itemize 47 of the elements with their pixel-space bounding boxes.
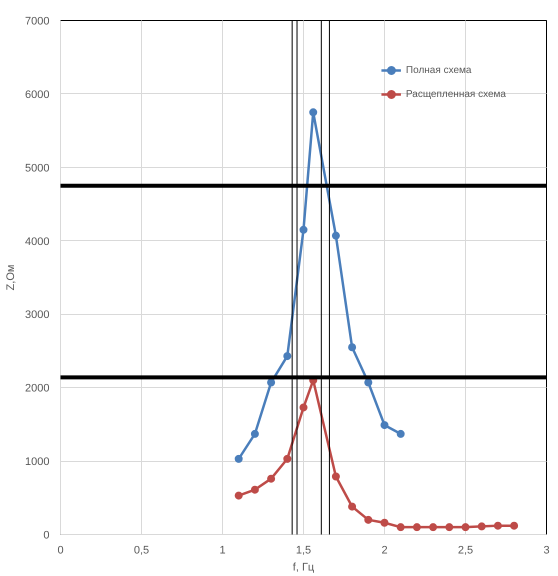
- y-tick-label: 7000: [25, 16, 50, 28]
- point: [510, 522, 518, 530]
- y-tick-label: 4000: [25, 236, 50, 248]
- y-tick-label: 3000: [25, 309, 50, 322]
- point: [250, 430, 259, 438]
- point: [348, 502, 356, 511]
- point: [380, 421, 388, 430]
- point: [234, 454, 243, 463]
- x-tick-label: 3: [543, 544, 550, 556]
- point: [364, 516, 372, 524]
- point: [234, 492, 243, 500]
- legend-label: Полная схема: [406, 64, 472, 76]
- point: [478, 522, 486, 530]
- point: [283, 352, 292, 360]
- y-tick-label: 6000: [25, 88, 50, 101]
- point: [412, 523, 421, 532]
- point: [300, 403, 308, 412]
- point: [494, 522, 502, 530]
- y-tick-label: 5000: [25, 162, 50, 174]
- point: [396, 523, 405, 532]
- point: [348, 343, 356, 352]
- point: [283, 454, 292, 463]
- x-tick-label: 0: [57, 544, 64, 556]
- point: [445, 523, 454, 532]
- legend-label: Расщепленная схема: [406, 88, 506, 100]
- x-tick-label: 0,5: [134, 544, 150, 556]
- y-tick-label: 0: [43, 530, 50, 542]
- y-tick-label: 1000: [25, 456, 50, 468]
- y-tick-label: 2000: [25, 382, 50, 395]
- point: [332, 232, 340, 240]
- point: [267, 474, 276, 483]
- point: [309, 108, 318, 116]
- x-tick-label: 1,5: [296, 544, 312, 556]
- x-axis-title: f, Гц: [292, 562, 315, 574]
- x-tick-label: 1: [219, 544, 226, 556]
- point: [250, 486, 259, 494]
- y-axis-title: Z,Ом: [5, 264, 18, 290]
- x-tick-label: 2,5: [458, 544, 474, 556]
- point: [267, 378, 276, 386]
- point: [300, 226, 308, 234]
- point: [462, 523, 470, 532]
- point: [429, 523, 438, 532]
- point: [396, 430, 405, 438]
- point: [364, 378, 372, 386]
- point: [332, 472, 340, 480]
- x-tick-label: 2: [381, 544, 388, 556]
- point: [380, 518, 388, 527]
